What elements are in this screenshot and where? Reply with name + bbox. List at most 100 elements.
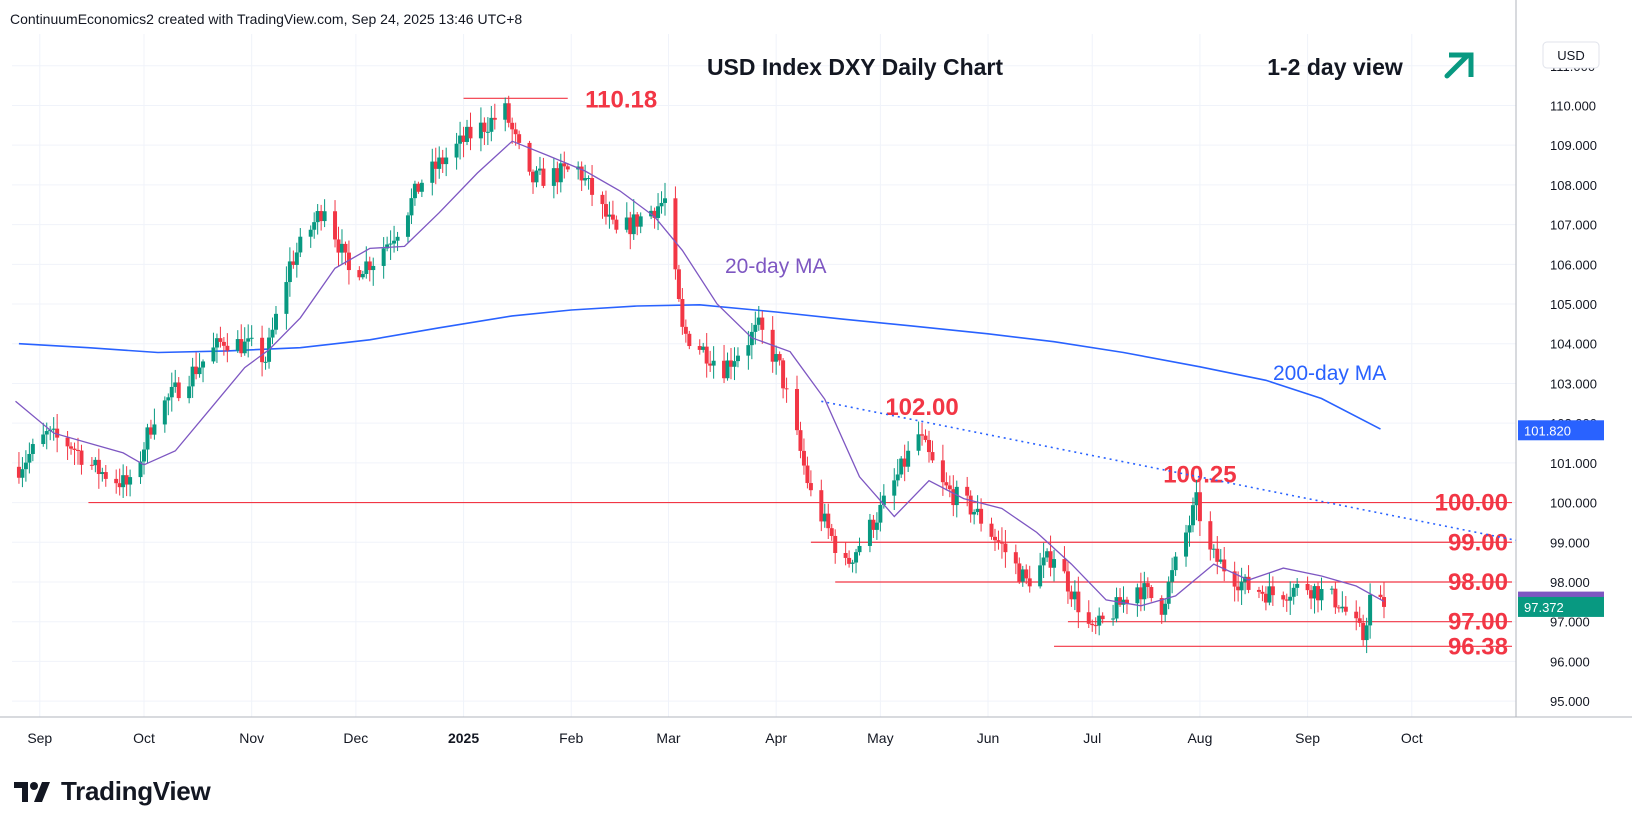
candle-down: [103, 465, 108, 487]
candle-body: [541, 168, 546, 186]
candle-up: [419, 179, 424, 198]
candle-body: [1138, 587, 1143, 600]
candle-body: [100, 472, 105, 475]
candle-body: [902, 458, 907, 467]
candle-body: [954, 486, 959, 506]
candle-body: [607, 214, 612, 217]
candle-down: [1270, 576, 1275, 606]
candle-body: [968, 495, 973, 515]
candle-body: [246, 338, 251, 342]
candle-body: [1027, 578, 1032, 587]
candle-down: [79, 444, 84, 475]
price-scale[interactable]: 111.000110.000109.000108.000107.000106.0…: [1515, 0, 1597, 717]
candle-body: [1288, 596, 1293, 601]
candle-down: [367, 256, 372, 282]
candle-up: [857, 537, 862, 556]
candle-body: [1069, 591, 1074, 600]
candle-up: [392, 225, 397, 253]
tradingview-logo[interactable]: TradingView: [14, 776, 211, 807]
candle-body: [1114, 597, 1119, 619]
candle-down: [1138, 572, 1143, 612]
candle-up: [246, 324, 251, 358]
candle-up: [169, 372, 174, 412]
candle-up: [298, 228, 303, 258]
candle-down: [89, 456, 94, 470]
candle-down: [541, 157, 546, 189]
candle-body: [801, 450, 806, 466]
price-tick-label: 109.000: [1550, 138, 1597, 153]
candle-body: [367, 261, 372, 271]
candle-up: [732, 347, 737, 381]
candle-up: [576, 161, 581, 180]
candle-body: [683, 326, 688, 334]
candle-body: [79, 450, 84, 465]
candle-up: [1218, 549, 1223, 564]
ma20-line: [15, 140, 1385, 607]
candle-up: [1211, 544, 1216, 559]
candle-down: [1013, 544, 1018, 575]
candle-body: [461, 135, 466, 142]
candle-body: [114, 478, 119, 484]
candle-body: [1003, 543, 1008, 553]
candle-up: [1329, 585, 1334, 595]
candle-up: [1243, 574, 1248, 595]
currency-button[interactable]: [1542, 41, 1600, 69]
candle-body: [1336, 607, 1341, 609]
candle-up: [1020, 565, 1025, 587]
candle-up: [1111, 604, 1116, 626]
candle-body: [944, 482, 949, 486]
candle-up: [534, 166, 539, 188]
candle-down: [902, 444, 907, 482]
candle-body: [676, 269, 681, 300]
candle-up: [41, 422, 46, 447]
candle-down: [510, 117, 515, 144]
candle-down: [1062, 546, 1067, 574]
time-scale[interactable]: Sep Oct Nov Dec 2025 Feb Mar Apr May Jun Jul Aug Sep…: [0, 716, 1632, 746]
candle-up: [430, 148, 435, 196]
candle-body: [1316, 586, 1321, 601]
candle-down: [357, 266, 362, 281]
candle-body: [947, 485, 952, 490]
candle-body: [822, 513, 827, 522]
candle-up: [1163, 598, 1168, 622]
candle-up: [360, 270, 365, 280]
candle-body: [273, 313, 278, 330]
candle-up: [162, 396, 167, 433]
candle-body: [565, 166, 570, 170]
candle-up: [1190, 497, 1195, 533]
candle-down: [562, 151, 567, 179]
candle-down: [683, 319, 688, 343]
time-tick-label: Sep: [27, 730, 52, 746]
candle-body: [562, 163, 567, 167]
candle-body: [145, 427, 150, 450]
candle-body: [1013, 552, 1018, 564]
candle-body: [1190, 505, 1195, 526]
candle-body: [725, 360, 730, 379]
candle-body: [339, 243, 344, 253]
candlestick-series[interactable]: [16, 95, 1387, 654]
candle-body: [430, 161, 435, 183]
candle-down: [346, 240, 351, 285]
candle-body: [201, 361, 206, 368]
candle-down: [55, 413, 60, 453]
candle-body: [1072, 591, 1077, 600]
candle-up: [30, 438, 35, 462]
candle-up: [972, 509, 977, 525]
candle-body: [1118, 597, 1123, 605]
candle-body: [579, 166, 584, 181]
candle-up: [211, 332, 216, 364]
candle-down: [1086, 600, 1091, 629]
candle-body: [857, 545, 862, 553]
candle-down: [1076, 576, 1081, 629]
candle-body: [583, 178, 588, 181]
candle-down: [225, 333, 230, 363]
candle-up: [145, 423, 150, 463]
candle-up: [409, 188, 414, 225]
price-tick-label: 101.000: [1550, 456, 1597, 471]
candle-down: [221, 337, 226, 356]
candle-down: [951, 475, 956, 517]
candle-body: [951, 489, 956, 506]
candle-body: [1281, 595, 1286, 600]
